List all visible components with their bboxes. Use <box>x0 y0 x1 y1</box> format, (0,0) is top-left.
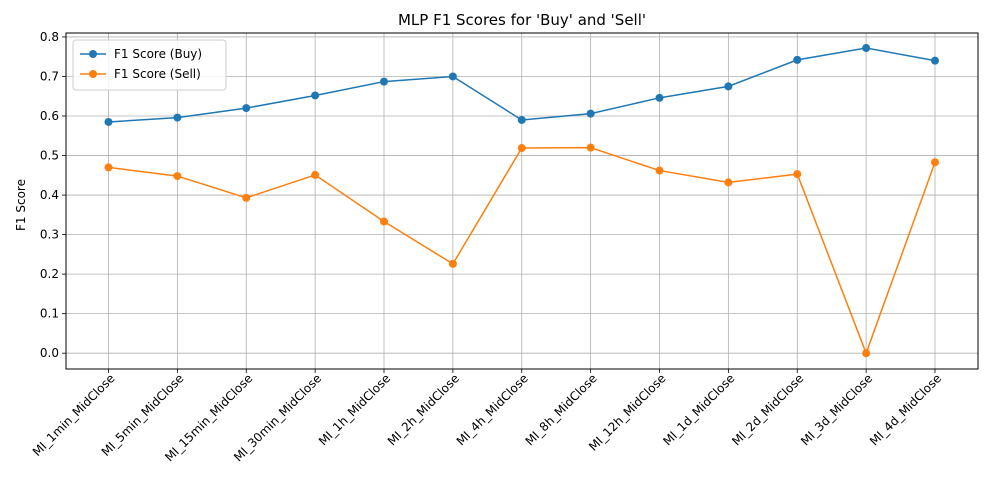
y-tick-label: 0.6 <box>40 109 59 123</box>
series-0-point <box>517 115 526 124</box>
legend-box <box>72 39 227 91</box>
y-tick-label: 0.1 <box>40 307 59 321</box>
y-tick-label: 0.2 <box>40 267 59 281</box>
series-1-point <box>586 143 595 152</box>
series-1-point <box>173 172 182 181</box>
y-tick-label: 0.7 <box>40 69 59 83</box>
y-tick-label: 0.4 <box>40 188 59 202</box>
series-1-point <box>311 170 320 179</box>
series-0-point <box>655 93 664 102</box>
series-0-point <box>862 44 871 53</box>
y-tick-label: 0.5 <box>40 149 59 163</box>
series-0-point <box>104 117 113 126</box>
series-0-point <box>448 72 457 81</box>
series-0-point <box>311 91 320 100</box>
legend-swatch-marker <box>89 70 97 78</box>
grid-layer <box>66 33 978 369</box>
series-0-point <box>380 77 388 86</box>
series-layer <box>104 44 939 358</box>
series-1-point <box>793 170 802 179</box>
series-0-point <box>793 55 802 64</box>
series-0-point <box>586 109 595 118</box>
series-1-point <box>448 259 457 268</box>
legend-entry-label: F1 Score (Sell) <box>114 67 201 81</box>
series-1-point <box>517 144 526 153</box>
chart-title: MLP F1 Scores for 'Buy' and 'Sell' <box>398 11 646 29</box>
series-0-point <box>173 113 182 122</box>
series-1-point <box>380 217 388 226</box>
y-tick-label: 0.0 <box>40 346 59 360</box>
legend-swatch-marker <box>89 50 97 58</box>
series-0-point <box>242 104 251 113</box>
y-tick-label: 0.8 <box>40 30 59 44</box>
series-0-point <box>931 56 939 65</box>
series-1-point <box>104 163 113 172</box>
series-1-point <box>862 349 871 358</box>
legend: F1 Score (Buy) F1 Score (Sell) <box>72 39 227 91</box>
series-1-point <box>242 193 251 202</box>
y-axis-label: F1 Score <box>14 179 28 231</box>
y-tick-label: 0.3 <box>40 228 59 242</box>
series-0-point <box>724 82 733 91</box>
series-1-point <box>655 166 664 175</box>
series-1-point <box>724 178 733 187</box>
series-1-point <box>931 158 939 167</box>
legend-entry-label: F1 Score (Buy) <box>114 47 202 61</box>
